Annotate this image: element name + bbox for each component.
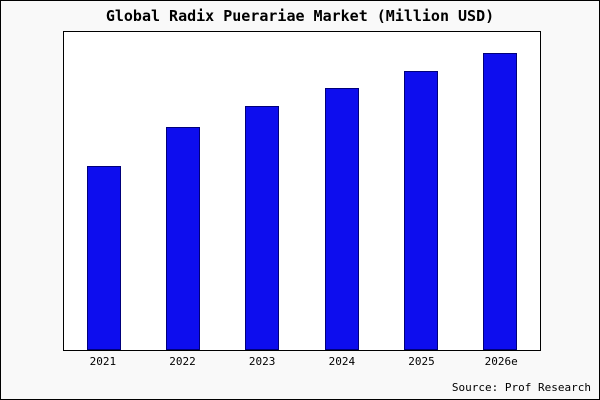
x-tick-label: 2023	[248, 355, 276, 368]
source-note: Source: Prof Research	[451, 381, 591, 394]
bar-2023	[245, 106, 280, 350]
bar-cell	[381, 32, 460, 350]
bar-cell	[461, 32, 540, 350]
bar-cell	[64, 32, 143, 350]
chart-title: Global Radix Puerariae Market (Million U…	[105, 7, 495, 25]
bar-2024	[324, 88, 359, 350]
bar-2026e	[483, 52, 518, 350]
bar-2025	[403, 70, 438, 350]
x-tick-label: 2025	[408, 355, 435, 368]
x-tick-label: 2021	[89, 355, 117, 368]
bar-2022	[165, 127, 200, 350]
bar-cell	[143, 32, 222, 350]
plot-area	[63, 31, 541, 351]
bar-cell	[302, 32, 381, 350]
x-tick-label: 2022	[169, 355, 196, 368]
x-axis-ticks: 2021 2022 2023 2024 2025 2026e	[63, 355, 541, 368]
bar-2021	[86, 165, 121, 350]
x-tick-label: 2024	[328, 355, 356, 368]
bar-cell	[223, 32, 302, 350]
x-tick-label: 2026e	[484, 355, 518, 368]
